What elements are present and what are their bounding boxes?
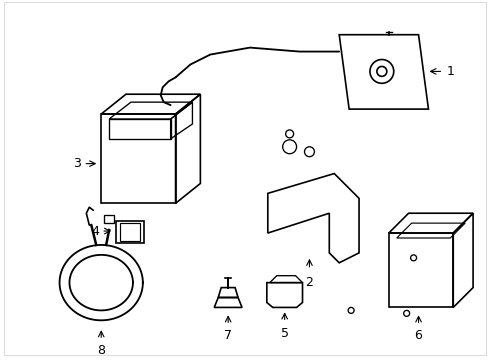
Bar <box>104 215 114 223</box>
Text: 4: 4 <box>91 225 99 238</box>
Text: 2: 2 <box>306 276 314 289</box>
Text: 8: 8 <box>97 344 105 357</box>
Text: 3: 3 <box>74 157 81 170</box>
Text: 1: 1 <box>446 65 454 78</box>
Text: 5: 5 <box>281 327 289 340</box>
Text: 7: 7 <box>224 329 232 342</box>
Text: 6: 6 <box>415 329 422 342</box>
